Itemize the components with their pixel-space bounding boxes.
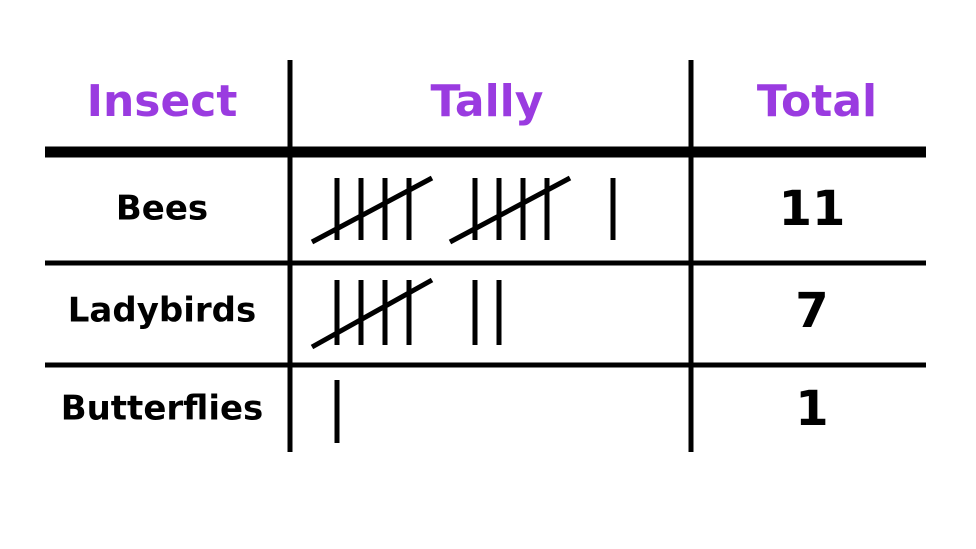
tally-stroke xyxy=(310,277,434,350)
tally xyxy=(310,175,616,245)
tally-stroke xyxy=(448,175,572,245)
insect-name: Butterflies xyxy=(61,389,264,429)
total-cell: 1 xyxy=(795,381,828,437)
insect-name: Bees xyxy=(116,189,208,229)
total-cell: 11 xyxy=(779,181,846,237)
header-cell: Tally xyxy=(431,76,544,127)
tally xyxy=(310,277,502,350)
total-cell: 7 xyxy=(795,283,828,339)
tally-stroke xyxy=(310,175,434,245)
header-cell: Total xyxy=(757,76,877,127)
insect-name: Ladybirds xyxy=(68,291,256,331)
header-cell: Insect xyxy=(87,76,238,127)
